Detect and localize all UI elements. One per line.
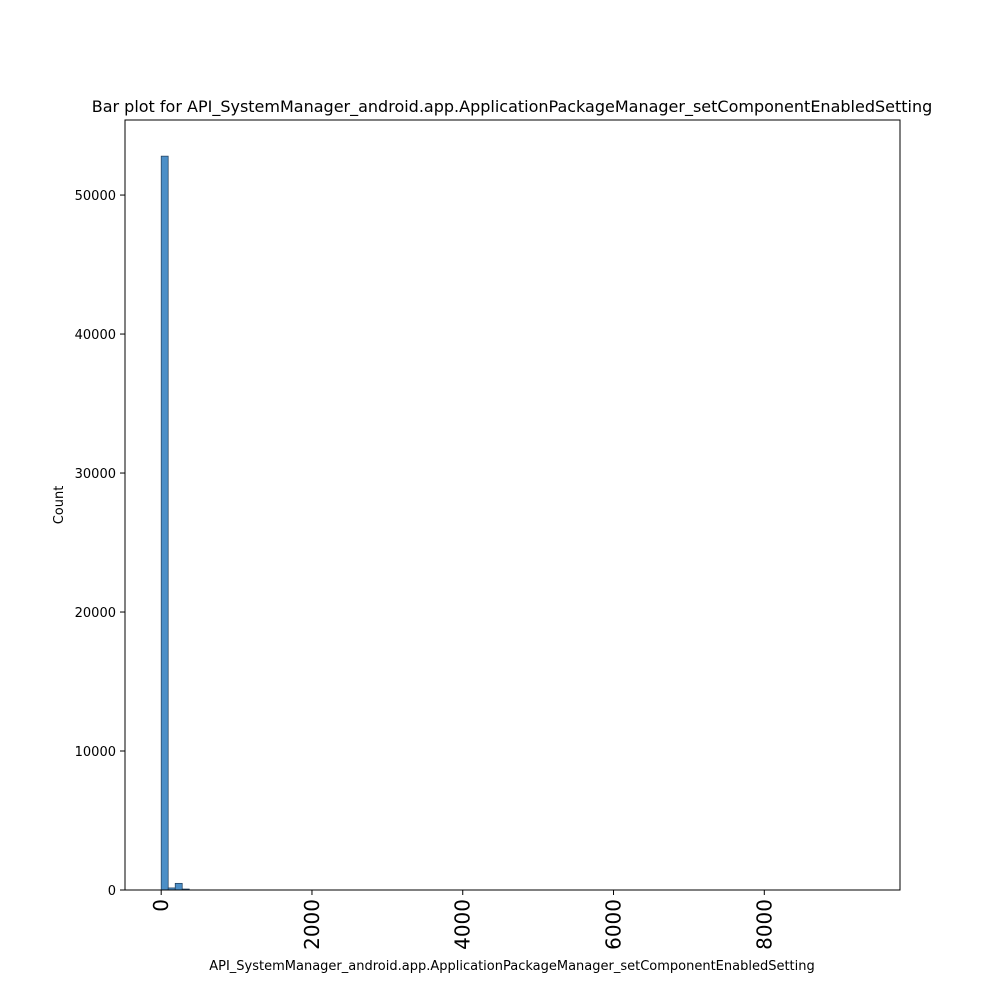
y-axis-label: Count bbox=[52, 486, 67, 525]
bars-group bbox=[160, 155, 197, 891]
plot-frame bbox=[124, 119, 901, 891]
y-axis-ticks: 0 10000 20000 30000 40000 50000 bbox=[75, 189, 125, 899]
x-tick-label: 6000 bbox=[602, 899, 626, 950]
y-tick-label: 50000 bbox=[75, 189, 116, 204]
x-axis-label: API_SystemManager_android.app.Applicatio… bbox=[209, 959, 815, 974]
x-tick-label: 2000 bbox=[300, 899, 324, 950]
x-tick-label: 8000 bbox=[752, 899, 776, 950]
x-tick-label: 0 bbox=[149, 899, 173, 912]
y-tick-label: 20000 bbox=[75, 606, 116, 621]
histogram-bar-2 bbox=[174, 882, 183, 891]
y-tick-label: 0 bbox=[108, 884, 116, 899]
y-tick-label: 10000 bbox=[75, 745, 116, 760]
histogram-bar-0 bbox=[160, 155, 169, 891]
chart-title: Bar plot for API_SystemManager_android.a… bbox=[92, 97, 933, 117]
x-axis-ticks: 0 2000 4000 6000 8000 bbox=[149, 890, 776, 950]
x-tick-label: 4000 bbox=[451, 899, 475, 950]
y-tick-label: 40000 bbox=[75, 328, 116, 343]
y-tick-label: 30000 bbox=[75, 467, 116, 482]
